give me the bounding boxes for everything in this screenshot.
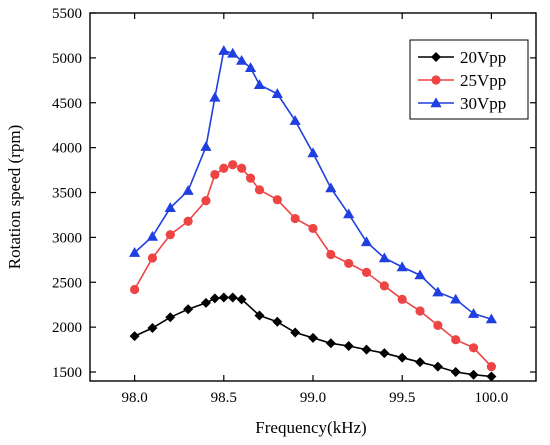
data-point xyxy=(308,223,318,234)
data-point xyxy=(271,88,283,98)
data-point xyxy=(290,213,300,224)
data-point xyxy=(308,332,318,343)
data-point xyxy=(201,195,211,206)
data-point xyxy=(396,261,408,272)
data-point xyxy=(468,343,479,353)
y-tick-label: 3000 xyxy=(52,230,82,246)
y-tick-label: 1500 xyxy=(52,365,82,381)
data-point xyxy=(254,310,265,321)
data-point xyxy=(253,79,266,90)
data-point xyxy=(289,115,301,125)
data-point xyxy=(182,185,194,195)
legend-label: 20Vpp xyxy=(460,48,506,67)
series-20Vpp xyxy=(129,292,497,382)
data-point xyxy=(129,331,140,342)
data-point xyxy=(432,361,443,372)
data-point xyxy=(210,169,220,180)
series-30Vpp xyxy=(129,45,497,324)
data-point xyxy=(326,249,336,260)
data-point xyxy=(344,258,354,269)
x-tick-label: 99.5 xyxy=(389,390,415,406)
legend-marker xyxy=(431,75,441,85)
data-point xyxy=(307,147,319,158)
data-point xyxy=(415,357,426,368)
data-point xyxy=(450,293,462,304)
y-tick-label: 3500 xyxy=(52,186,82,202)
data-point xyxy=(432,286,444,297)
data-point xyxy=(451,335,461,345)
data-point xyxy=(237,163,247,173)
data-point xyxy=(164,202,176,212)
legend: 20Vpp 25Vpp 30Vpp xyxy=(409,39,529,120)
data-point xyxy=(200,297,211,308)
data-point xyxy=(379,348,390,359)
series-25Vpp xyxy=(130,160,496,372)
legend-marker xyxy=(430,97,442,108)
legend-label: 25Vpp xyxy=(460,71,506,90)
data-point xyxy=(361,344,372,355)
data-point xyxy=(486,362,496,372)
data-point xyxy=(378,252,390,263)
y-tick-label: 4000 xyxy=(52,141,82,157)
series-layer xyxy=(129,45,497,382)
y-tick-label: 5500 xyxy=(52,6,82,22)
data-point xyxy=(245,173,256,183)
data-point xyxy=(219,163,229,173)
data-point xyxy=(414,269,426,280)
data-point xyxy=(485,313,497,324)
x-tick-label: 98.0 xyxy=(121,390,147,406)
data-point xyxy=(397,352,408,363)
data-point xyxy=(343,208,355,219)
y-axis-title: Rotation speed (rpm) xyxy=(5,125,24,269)
data-point xyxy=(236,54,248,65)
legend-label: 30Vpp xyxy=(460,94,506,113)
data-point xyxy=(147,323,158,334)
y-tick-label: 5000 xyxy=(52,51,82,67)
data-point xyxy=(183,216,193,226)
data-point xyxy=(244,62,257,72)
data-point xyxy=(361,267,372,277)
data-point xyxy=(218,45,230,55)
y-tick-label: 4500 xyxy=(52,96,82,112)
axes-layer: 98.0 98.5 99.0 99.5 100.0 1500 2000 2500 3000 350… xyxy=(52,6,536,406)
data-point xyxy=(343,340,354,351)
data-point xyxy=(227,47,239,58)
x-tick-label: 99.0 xyxy=(300,390,326,406)
data-point xyxy=(165,312,176,323)
y-tick-label: 2500 xyxy=(52,275,82,291)
data-point xyxy=(468,369,479,380)
data-point xyxy=(272,195,282,205)
data-point xyxy=(130,284,140,295)
data-point xyxy=(146,230,159,241)
data-point xyxy=(183,304,194,315)
data-point xyxy=(227,292,238,303)
data-point xyxy=(209,91,221,102)
x-tick-label: 100.0 xyxy=(475,390,509,406)
legend-marker xyxy=(431,52,441,62)
data-point xyxy=(236,294,247,305)
data-point xyxy=(433,320,443,330)
data-point xyxy=(325,338,336,349)
x-tick-label: 98.5 xyxy=(211,390,237,406)
data-point xyxy=(200,141,212,151)
data-point xyxy=(254,185,265,195)
data-point xyxy=(272,316,283,327)
data-point xyxy=(165,230,175,240)
data-point xyxy=(379,281,389,291)
x-axis-title: Frequency(kHz) xyxy=(255,418,366,437)
data-point xyxy=(397,294,407,304)
data-point xyxy=(467,308,480,318)
data-point xyxy=(325,182,337,193)
data-point xyxy=(129,247,141,257)
data-point xyxy=(360,236,373,247)
data-point xyxy=(218,292,229,303)
data-point xyxy=(450,367,461,378)
data-point xyxy=(209,293,220,304)
data-point xyxy=(147,253,158,263)
data-point xyxy=(415,306,425,316)
data-point xyxy=(290,327,301,338)
y-tick-label: 2000 xyxy=(52,320,82,336)
data-point xyxy=(228,160,238,170)
